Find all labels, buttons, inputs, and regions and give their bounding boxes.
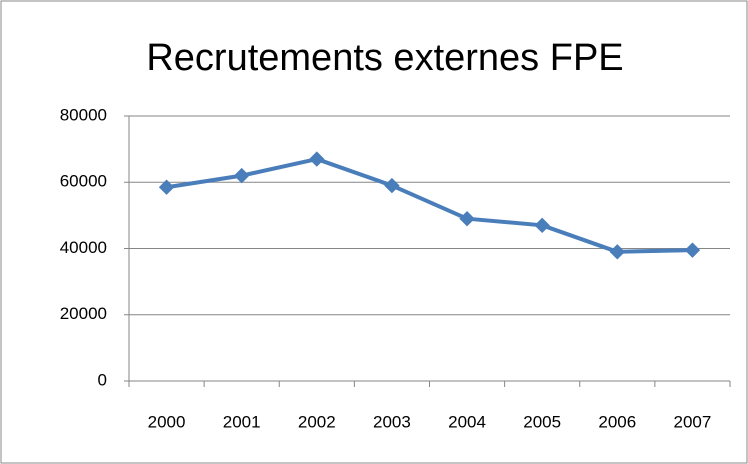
x-tick-label: 2006 bbox=[598, 412, 636, 431]
marker bbox=[534, 217, 550, 234]
marker bbox=[233, 167, 250, 184]
x-tick-label: 2002 bbox=[298, 412, 336, 431]
y-tick-label: 40000 bbox=[60, 238, 107, 257]
line bbox=[166, 157, 693, 254]
marker bbox=[459, 210, 475, 227]
x-tick-label: 2003 bbox=[373, 412, 411, 431]
marker bbox=[609, 244, 626, 260]
y-tick-label: 80000 bbox=[60, 105, 107, 124]
marker bbox=[158, 179, 175, 195]
y-tick-label: 20000 bbox=[60, 304, 107, 323]
x-tick-label: 2007 bbox=[674, 412, 712, 431]
x-tick-label: 2005 bbox=[523, 412, 561, 431]
y-tick-label: 60000 bbox=[60, 172, 107, 191]
x-tick-label: 2001 bbox=[223, 412, 261, 431]
y-tick-label: 0 bbox=[98, 370, 107, 389]
marker bbox=[684, 242, 701, 258]
x-tick-label: 2000 bbox=[148, 412, 186, 431]
x-tick-label: 2004 bbox=[448, 412, 486, 431]
marker bbox=[384, 177, 400, 194]
chart-title: Recrutements externes FPE bbox=[146, 37, 623, 79]
marker bbox=[309, 151, 325, 167]
